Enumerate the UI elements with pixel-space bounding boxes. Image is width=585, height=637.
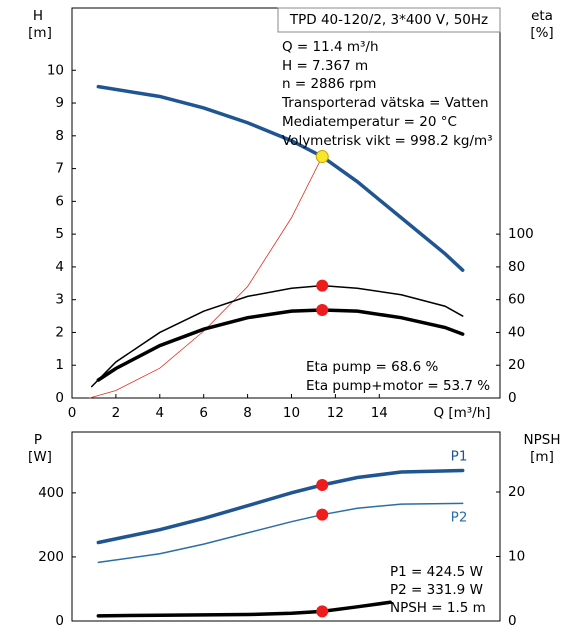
y2-tick-label: 60 [508, 292, 525, 308]
annotation: Volymetrisk vikt = 998.2 kg/m³ [282, 133, 493, 149]
operating-point [316, 304, 329, 317]
y-axis-unit: [W] [28, 449, 52, 465]
series-label: P2 [451, 509, 468, 525]
annotation: Transporterad vätska = Vatten [281, 95, 489, 111]
y2-axis-label: eta [531, 8, 553, 24]
y-tick-label: 9 [55, 95, 64, 111]
operating-point [316, 279, 329, 292]
y2-tick-label: 20 [508, 357, 525, 373]
operating-point [316, 508, 329, 521]
x-axis-label: Q [m³/h] [433, 405, 490, 421]
chart-title: TPD 40-120/2, 3*400 V, 50Hz [289, 12, 488, 28]
operating-point [316, 479, 329, 492]
series-line [96, 468, 465, 545]
series-label: P1 [451, 448, 468, 464]
y-tick-label: 0 [55, 390, 64, 406]
y2-tick-label: 20 [508, 484, 525, 500]
y2-tick-label: 80 [508, 259, 525, 275]
operating-point [316, 605, 329, 618]
y-axis-unit: [m] [28, 25, 52, 41]
annotation: Mediatemperatur = 20 °C [282, 114, 457, 130]
annotation: Q = 11.4 m³/h [282, 39, 379, 55]
y-tick-label: 5 [55, 226, 64, 242]
y-tick-label: 6 [55, 193, 64, 209]
x-tick-label: 8 [243, 405, 252, 421]
operating-point [315, 150, 329, 164]
y2-axis-label: NPSH [524, 432, 561, 448]
annotation: H = 7.367 m [282, 58, 368, 74]
y2-axis-unit: [m] [530, 449, 554, 465]
y-tick-label: 200 [38, 549, 64, 565]
y-tick-label: 2 [55, 324, 64, 340]
y-tick-label: 3 [55, 292, 64, 308]
y-tick-label: 10 [47, 62, 64, 78]
x-tick-label: 10 [283, 405, 300, 421]
series-line [91, 284, 464, 388]
y2-tick-label: 0 [508, 390, 517, 406]
x-tick-label: 2 [112, 405, 121, 421]
annotation: Eta pump+motor = 53.7 % [306, 378, 490, 394]
series-line [96, 308, 465, 382]
y2-tick-label: 100 [508, 226, 534, 242]
y2-tick-label: 10 [508, 548, 525, 564]
title-box [277, 7, 501, 33]
y-axis-label: H [33, 8, 43, 24]
x-tick-label: 12 [327, 405, 344, 421]
y-axis-label: P [34, 432, 42, 448]
x-tick-label: 4 [155, 405, 164, 421]
annotation: Eta pump = 68.6 % [306, 359, 438, 375]
series-line [97, 502, 464, 564]
y-tick-label: 4 [55, 259, 64, 275]
y-tick-label: 1 [55, 357, 64, 373]
annotation: P1 = 424.5 W [390, 564, 483, 580]
x-tick-label: 6 [199, 405, 208, 421]
x-tick-label: 14 [371, 405, 388, 421]
x-tick-label: 0 [68, 405, 77, 421]
annotation: NPSH = 1.5 m [390, 600, 486, 616]
y2-axis-unit: [%] [530, 25, 553, 41]
annotation: n = 2886 rpm [282, 76, 376, 92]
y-tick-label: 0 [55, 613, 64, 629]
y-tick-label: 7 [55, 161, 64, 177]
series-line [89, 156, 323, 399]
y2-tick-label: 40 [508, 324, 525, 340]
series-line [96, 600, 393, 618]
plot-frame [71, 431, 501, 622]
y-tick-label: 8 [55, 128, 64, 144]
y-tick-label: 400 [38, 485, 64, 501]
annotation: P2 = 331.9 W [390, 582, 483, 598]
y2-tick-label: 0 [508, 613, 517, 629]
series-line [96, 84, 465, 272]
